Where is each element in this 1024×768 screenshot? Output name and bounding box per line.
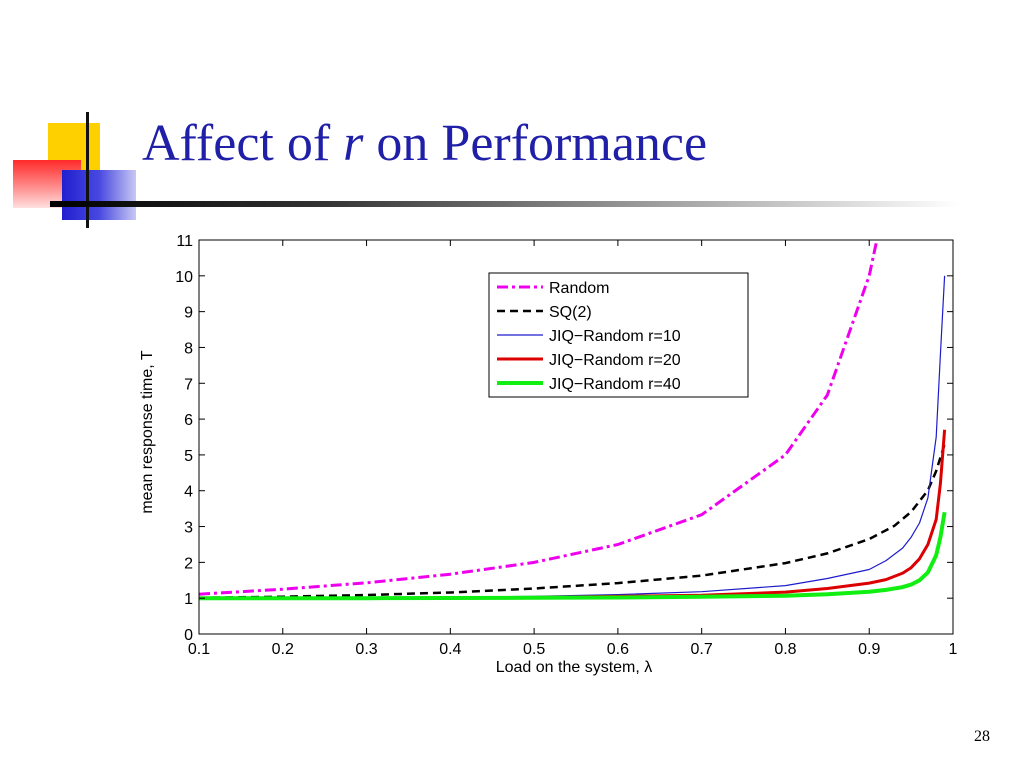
y-axis-ticks: 0 1 2 3 4 5 6 7 8 9 10 11 — [175, 233, 953, 644]
y-tick-label: 1 — [184, 591, 193, 608]
plot-lines — [199, 240, 947, 601]
legend-label-1: SQ(2) — [549, 304, 592, 321]
x-tick-label: 0.7 — [691, 641, 713, 658]
y-axis-label: mean response time, T — [139, 350, 156, 514]
x-tick-label: 0.2 — [272, 641, 294, 658]
legend-label-4: JIQ−Random r=40 — [549, 376, 681, 393]
series-line-3 — [199, 429, 947, 600]
x-tick-label: 1 — [949, 641, 958, 658]
y-tick-label: 11 — [176, 233, 193, 250]
y-tick-label: 5 — [184, 448, 193, 465]
series-line-4 — [199, 511, 947, 601]
title-text-after: on Performance — [376, 115, 708, 172]
y-tick-label: 9 — [184, 305, 193, 322]
title-variable: r — [343, 115, 364, 172]
plot-area-frame — [198, 239, 954, 635]
x-tick-label: 0.5 — [523, 641, 545, 658]
series-line-1 — [199, 443, 946, 600]
y-tick-label: 10 — [175, 269, 193, 286]
y-tick-label: 6 — [184, 412, 193, 429]
series-line-2 — [199, 275, 946, 599]
y-tick-label: 3 — [184, 520, 193, 537]
x-axis-label: Load on the system, λ — [496, 659, 653, 676]
x-tick-label: 0.3 — [355, 641, 377, 658]
y-tick-label: 2 — [184, 555, 193, 572]
legend-label-3: JIQ−Random r=20 — [549, 352, 681, 369]
title-text-before: Affect of — [142, 115, 331, 172]
decoration-vertical-line — [86, 112, 89, 228]
legend-label-2: JIQ−Random r=10 — [549, 328, 681, 345]
y-tick-label: 8 — [184, 340, 193, 357]
y-tick-label: 0 — [184, 627, 193, 644]
page-number: 28 — [974, 728, 990, 745]
decoration-blue-square — [62, 170, 136, 220]
x-tick-label: 0.1 — [188, 641, 210, 658]
y-tick-label: 7 — [184, 376, 193, 393]
page-title: Affect of r on Performance — [142, 118, 707, 170]
title-underline-rule — [50, 201, 960, 207]
chart-legend: Random SQ(2) JIQ−Random r=10 JIQ−Random r=2… — [488, 272, 749, 398]
y-tick-label: 4 — [184, 484, 193, 501]
x-axis-ticks: 0.1 0.2 0.3 0.4 0.5 0.6 0.7 0.8 0.9 1 — [188, 240, 958, 658]
legend-label-0: Random — [549, 280, 609, 297]
x-tick-label: 0.6 — [607, 641, 629, 658]
x-tick-label: 0.8 — [774, 641, 796, 658]
x-tick-label: 0.4 — [439, 641, 461, 658]
x-tick-label: 0.9 — [858, 641, 880, 658]
legend-box — [488, 272, 749, 398]
series-line-0 — [199, 240, 879, 596]
